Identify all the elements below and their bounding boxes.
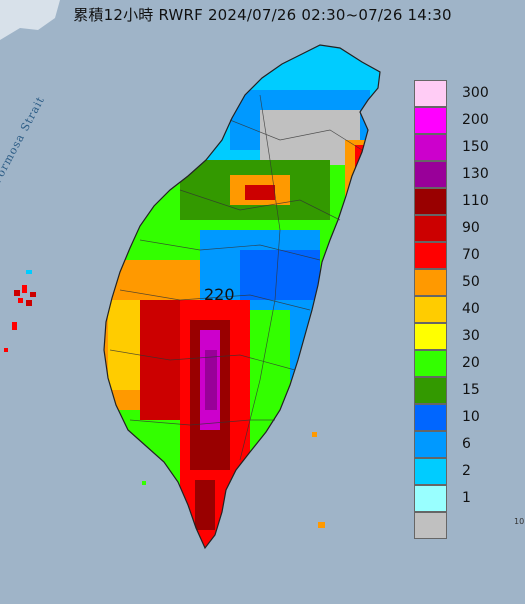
legend-row: 6 [412,431,510,458]
legend-label: 1 [462,490,471,506]
legend-row: 300 [412,80,510,107]
taiwan-outline [103,44,381,550]
legend-swatch [414,161,447,188]
legend-label: 300 [462,85,489,101]
penghu-echoes [4,270,36,352]
legend-row: 50 [412,269,510,296]
rainfall-legend: 300 200 150 130 110 90 70 50 40 30 20 15 10 6 2 1 [412,80,510,570]
legend-label: 40 [462,301,480,317]
legend-label: 20 [462,355,480,371]
legend-swatch [414,188,447,215]
legend-row: 130 [412,161,510,188]
legend-row: 2 [412,458,510,485]
legend-row: 150 [412,134,510,161]
green-island-echo [312,432,317,437]
legend-swatch [414,215,447,242]
legend-swatch [414,80,447,107]
legend-label: 30 [462,328,480,344]
legend-swatch [414,377,447,404]
legend-swatch [414,323,447,350]
legend-swatch [414,350,447,377]
legend-row: 70 [412,242,510,269]
legend-swatch [414,269,447,296]
legend-swatch [414,458,447,485]
legend-swatch [414,242,447,269]
legend-label: 70 [462,247,480,263]
legend-row: 20 [412,350,510,377]
legend-label: 150 [462,139,489,155]
legend-swatch [414,107,447,134]
legend-label: 10 [462,409,480,425]
legend-swatch [414,431,447,458]
legend-row: 1 [412,485,510,512]
legend-swatch [414,512,447,539]
legend-label: 90 [462,220,480,236]
legend-label: 2 [462,463,471,479]
legend-row: 90 [412,215,510,242]
legend-label: 6 [462,436,471,452]
legend-label: 50 [462,274,480,290]
sw-echo [142,481,146,485]
corner-mark: 10 [514,517,524,526]
peak-value-label: 220 [204,285,235,304]
map-title: 累積12小時 RWRF 2024/07/26 02:30~07/26 14:30 [73,6,452,24]
legend-row [412,512,510,539]
legend-label: 110 [462,193,489,209]
legend-row: 40 [412,296,510,323]
legend-swatch [414,296,447,323]
legend-label: 130 [462,166,489,182]
legend-swatch [414,404,447,431]
legend-label: 15 [462,382,480,398]
legend-row: 110 [412,188,510,215]
legend-row: 200 [412,107,510,134]
lanyu-echo [318,522,325,528]
legend-row: 10 [412,404,510,431]
coast-cloud [0,0,60,40]
legend-swatch [414,485,447,512]
legend-label: 200 [462,112,489,128]
legend-row: 15 [412,377,510,404]
legend-row: 30 [412,323,510,350]
county-boundaries [109,94,363,461]
legend-swatch [414,134,447,161]
